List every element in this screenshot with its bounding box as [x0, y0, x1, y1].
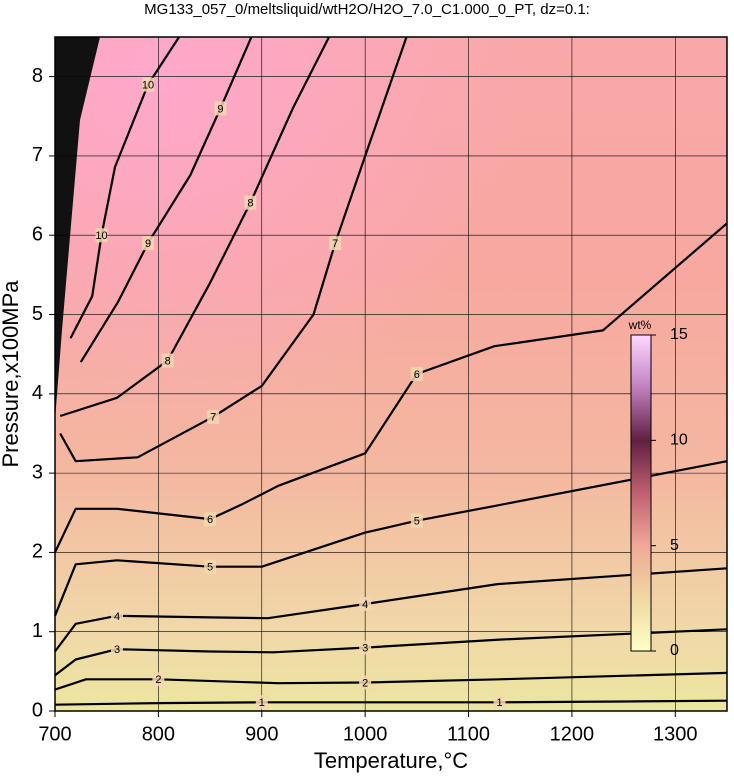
contour-label: 4 [114, 611, 120, 623]
y-tick-label: 2 [32, 541, 43, 563]
contour-label: 8 [165, 355, 171, 367]
contour-line [53, 460, 728, 617]
contour-label-bg [142, 77, 155, 92]
contour-label: 9 [145, 238, 151, 250]
contour-line [54, 699, 728, 706]
contour-line [54, 671, 728, 691]
contour-line [69, 36, 181, 339]
contour-label: 3 [114, 644, 120, 656]
contour-line [54, 628, 728, 677]
contour-label-bg [204, 512, 217, 527]
chart-title: MG133_057_0/meltsliquid/wtH2O/H2O_7.0_C1… [144, 1, 590, 18]
contour-label: 7 [210, 412, 216, 424]
contour-label: 7 [332, 238, 338, 250]
x-tick-label: 1200 [550, 723, 595, 745]
colorbar-label: wt% [628, 318, 652, 332]
contour-line [54, 567, 728, 653]
colorbar-tick-label: 5 [670, 537, 679, 554]
y-tick-label: 4 [32, 382, 43, 404]
contour-label: 10 [142, 79, 154, 91]
plot-frame [54, 36, 728, 712]
contour-label-bg [410, 367, 423, 381]
x-tick-label: 700 [38, 723, 71, 745]
x-tick-label: 1000 [343, 723, 388, 745]
contour-label: 3 [362, 642, 368, 654]
contour-label-bg [142, 236, 155, 251]
contour-label-bg [410, 513, 423, 528]
x-tick-label: 800 [142, 723, 175, 745]
x-axis-label: Temperature,°C [314, 748, 468, 773]
contour-label: 4 [362, 599, 368, 611]
contour-label: 6 [414, 369, 420, 381]
y-tick-label: 7 [32, 144, 43, 166]
contour-line [59, 36, 408, 463]
contour-label: 1 [496, 697, 502, 709]
colorbar [630, 334, 652, 652]
colorbar-tick-label: 15 [670, 326, 688, 343]
contour-label-bg [152, 672, 165, 687]
contour-label: 2 [362, 677, 368, 689]
contour-label-bg [255, 695, 268, 710]
contour-label-bg [207, 409, 220, 424]
x-tick-label: 1300 [653, 723, 698, 745]
contour-label-bg [214, 101, 227, 116]
contour-line [59, 36, 330, 418]
y-tick-label: 8 [32, 65, 43, 87]
x-tick-label: 1100 [447, 723, 490, 745]
contour-label: 6 [207, 514, 213, 526]
contour-label-bg [329, 236, 342, 251]
y-tick-label: 3 [32, 461, 43, 483]
contour-label: 9 [217, 103, 223, 115]
colorbar-tick-label: 0 [670, 642, 679, 659]
contour-label-bg [359, 675, 372, 690]
contour-label: 8 [247, 198, 253, 210]
contour-label: 10 [95, 230, 107, 242]
contour-label-bg [493, 695, 506, 710]
contour-label: 5 [207, 562, 213, 574]
contour-line [79, 36, 253, 363]
labels: 700 800 900 1000 1100 1200 1300 0 1 2 3 4 5 6 7 8 1 1 2 2 3 3… [32, 65, 698, 745]
y-tick-label: 6 [32, 224, 43, 246]
contour-label-bg [359, 596, 372, 611]
contour-label: 2 [155, 674, 161, 686]
contour-label-bg [111, 642, 124, 657]
contour-label-bg [161, 353, 174, 368]
contour-label-bg [204, 559, 217, 574]
y-tick-label: 1 [32, 620, 43, 642]
y-axis-label: Pressure,x100MPa [0, 280, 23, 468]
contour-line [54, 222, 728, 553]
contour-label-bg [95, 228, 108, 243]
colorbar-tick-label: 10 [670, 432, 688, 449]
contour-label-bg [111, 608, 124, 623]
contours [53, 36, 728, 706]
contour-label-bg [244, 195, 257, 210]
x-tick-label: 900 [245, 723, 278, 745]
contour-label: 1 [259, 697, 265, 709]
contour-label-bg [359, 640, 372, 655]
contour-label: 5 [414, 516, 420, 528]
y-tick-label: 0 [32, 699, 43, 721]
plot-highlight [55, 37, 727, 711]
dense-contour-region [55, 37, 100, 420]
y-tick-label: 5 [32, 303, 43, 325]
